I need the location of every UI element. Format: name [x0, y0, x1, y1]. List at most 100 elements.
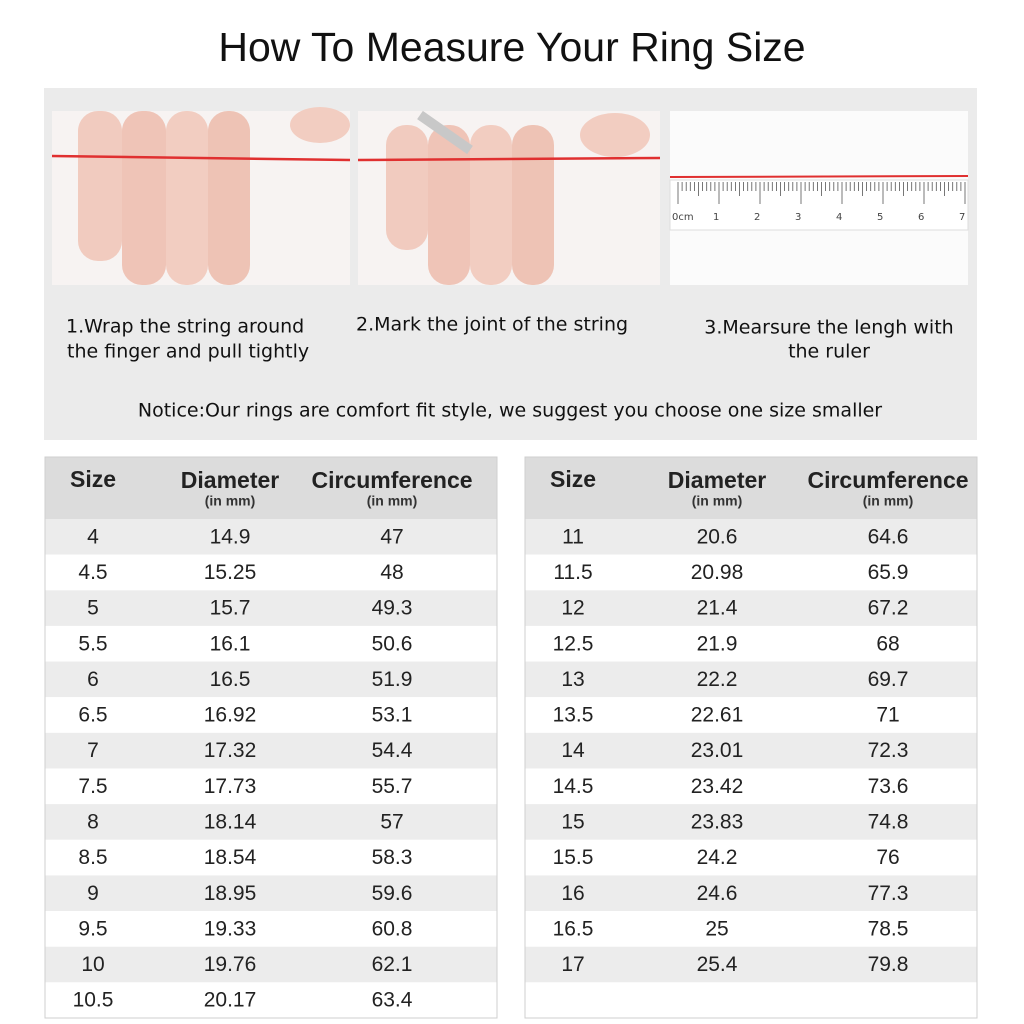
row-bg	[45, 519, 497, 555]
notice: Notice:Our rings are comfort fit style, …	[138, 400, 882, 422]
row-bg	[525, 768, 977, 805]
table-cell: 10	[81, 953, 104, 976]
table-cell: 15	[561, 811, 584, 834]
column-header: Circumference	[807, 467, 968, 493]
table-cell: 58.3	[372, 846, 413, 869]
column-header: Diameter	[181, 467, 279, 493]
size-tables: Size Diameter(in mm)Circumference(in mm)4…	[44, 456, 978, 1019]
table-border	[524, 456, 978, 1019]
table-cell: 53.1	[372, 704, 413, 727]
ruler-label: 7	[959, 212, 965, 223]
table-cell: 22.2	[697, 668, 738, 691]
ruler-label: 3	[795, 212, 801, 223]
table-cell: 67.2	[868, 597, 909, 620]
table-cell: 6	[87, 668, 99, 691]
table-cell: 19.33	[204, 917, 257, 940]
row-bg	[525, 946, 977, 983]
row-bg	[525, 697, 977, 733]
table-cell: 72.3	[868, 739, 909, 762]
row-bg	[45, 982, 497, 1018]
table-cell: 13	[561, 668, 584, 691]
table-cell: 25	[705, 917, 728, 940]
table-cell: 77.3	[868, 882, 909, 905]
table-cell: 17.73	[204, 775, 257, 798]
row-bg	[525, 590, 977, 626]
table-cell: 13.5	[553, 704, 594, 727]
step-2-image	[357, 110, 661, 285]
row-bg	[525, 625, 977, 662]
table-cell: 24.6	[697, 882, 738, 905]
table-cell: 51.9	[372, 668, 413, 691]
column-header: Diameter	[668, 467, 766, 493]
row-bg	[525, 839, 977, 876]
table-cell: 63.4	[372, 989, 413, 1012]
table-cell: 57	[380, 811, 403, 834]
step-caption: 3.Mearsure the lengh with	[704, 317, 953, 339]
table-cell: 73.6	[868, 775, 909, 798]
table-cell: 14.5	[553, 775, 594, 798]
title: How To Measure Your Ring Size	[218, 24, 805, 70]
ruler-label: 0cm	[672, 212, 694, 223]
table-cell: 20.98	[691, 561, 744, 584]
row-bg	[525, 732, 977, 769]
table-cell: 5	[87, 597, 99, 620]
table-cell: 9	[87, 882, 99, 905]
row-bg	[45, 625, 497, 662]
table-cell: 8	[87, 811, 99, 834]
table-cell: 69.7	[868, 668, 909, 691]
table-cell: 12	[561, 597, 584, 620]
row-bg	[45, 732, 497, 769]
column-unit: (in mm)	[863, 493, 914, 509]
table-cell: 17.32	[204, 739, 257, 762]
table-cell: 60.8	[372, 917, 413, 940]
row-bg	[525, 875, 977, 912]
table-cell: 6.5	[78, 704, 107, 727]
row-bg	[525, 661, 977, 698]
table-cell: 21.9	[697, 632, 738, 655]
table-cell: 25.4	[697, 953, 738, 976]
column-header: Circumference	[311, 467, 472, 493]
table-cell: 11	[562, 525, 584, 548]
table-cell: 14	[561, 739, 585, 762]
table-border	[44, 456, 498, 1019]
table-cell: 16.92	[204, 704, 257, 727]
table-cell: 24.2	[697, 846, 738, 869]
ruler-label: 5	[877, 212, 883, 223]
step-caption: the ruler	[788, 341, 870, 363]
table-cell: 15.7	[210, 597, 251, 620]
table-cell: 16.1	[210, 632, 251, 655]
table-cell: 8.5	[78, 846, 107, 869]
table-cell: 19.76	[204, 953, 257, 976]
row-bg	[45, 590, 497, 626]
table-cell: 18.54	[204, 846, 257, 869]
row-bg	[525, 519, 977, 555]
step-caption: the finger and pull tightly	[67, 341, 309, 363]
row-bg	[45, 875, 497, 912]
table-cell: 16.5	[553, 917, 594, 940]
table-cell: 21.4	[697, 597, 738, 620]
table-cell: 71	[876, 704, 899, 727]
row-bg	[525, 554, 977, 591]
step-1-image	[51, 107, 351, 285]
table-cell: 74.8	[868, 811, 909, 834]
table-cell: 23.83	[691, 811, 744, 834]
table-cell: 64.6	[868, 525, 909, 548]
table-cell: 11.5	[553, 561, 592, 584]
table-cell: 65.9	[868, 561, 909, 584]
ruler-label: 6	[918, 212, 924, 223]
table-cell: 17	[561, 953, 584, 976]
row-bg	[45, 839, 497, 876]
row-bg	[525, 804, 977, 840]
table-cell: 48	[380, 561, 403, 584]
row-bg	[45, 911, 497, 947]
table-cell: 23.42	[691, 775, 744, 798]
table-cell: 23.01	[691, 739, 744, 762]
table-cell: 5.5	[78, 632, 107, 655]
table-cell: 14.9	[210, 525, 251, 548]
table-cell: 50.6	[372, 632, 413, 655]
table-cell: 78.5	[868, 917, 909, 940]
table-cell: 59.6	[372, 882, 413, 905]
row-bg	[45, 554, 497, 591]
row-bg	[45, 768, 497, 805]
